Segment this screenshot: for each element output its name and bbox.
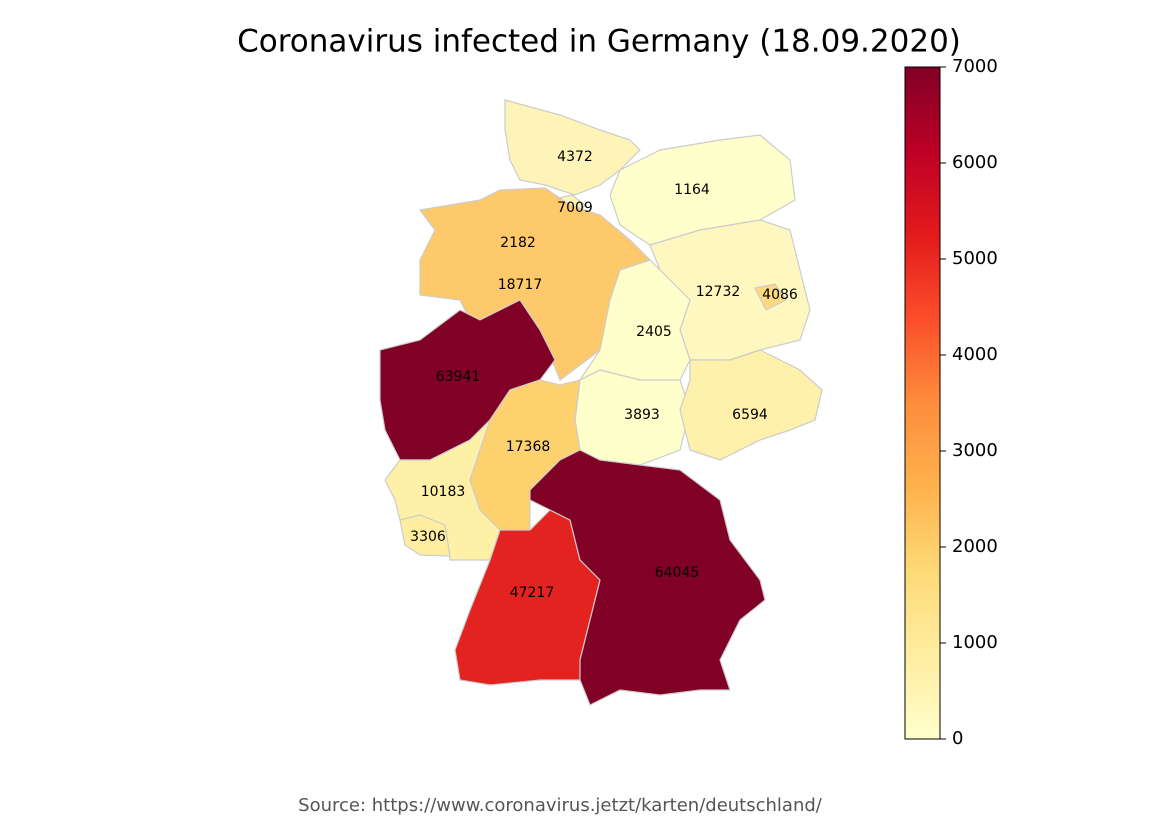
region bbox=[609, 134, 796, 246]
region-label: 47217 bbox=[510, 585, 555, 601]
regions bbox=[379, 99, 823, 706]
colorbar-tick-label: 3000 bbox=[952, 440, 998, 461]
region-label: 3306 bbox=[410, 529, 446, 545]
region-label: 4086 bbox=[762, 287, 798, 303]
colorbar-tick-label: 6000 bbox=[952, 152, 998, 173]
region-label: 63941 bbox=[436, 369, 481, 385]
colorbar bbox=[904, 66, 941, 740]
colorbar-tick-label: 1000 bbox=[952, 632, 998, 653]
region-label: 17368 bbox=[506, 439, 551, 455]
region-label: 2405 bbox=[636, 324, 672, 340]
region bbox=[679, 349, 823, 461]
region-label: 3893 bbox=[624, 407, 660, 423]
region-label: 64045 bbox=[655, 565, 700, 581]
region bbox=[754, 283, 787, 311]
region-label: 18717 bbox=[498, 277, 543, 293]
region-label: 7009 bbox=[557, 200, 593, 216]
region-label: 6594 bbox=[732, 407, 768, 423]
region bbox=[504, 99, 641, 196]
source: Source: https://www.coronavirus.jetzt/ka… bbox=[298, 795, 823, 816]
region-label: 1164 bbox=[674, 182, 710, 198]
region bbox=[418, 187, 652, 381]
region-label: 4372 bbox=[557, 149, 593, 165]
colorbar-tick-label: 4000 bbox=[952, 344, 998, 365]
colorbar-tick-label: 0 bbox=[952, 728, 963, 749]
colorbar-tick-label: 7000 bbox=[952, 56, 998, 77]
region-label: 2182 bbox=[500, 235, 536, 251]
region-label: 12732 bbox=[696, 284, 741, 300]
colorbar-tick-label: 2000 bbox=[952, 536, 998, 557]
colorbar-tick-label: 5000 bbox=[952, 248, 998, 269]
region-label: 10183 bbox=[421, 484, 466, 500]
region bbox=[399, 514, 451, 557]
map-title: Coronavirus infected in Germany (18.09.2… bbox=[237, 24, 961, 60]
region bbox=[529, 449, 766, 706]
